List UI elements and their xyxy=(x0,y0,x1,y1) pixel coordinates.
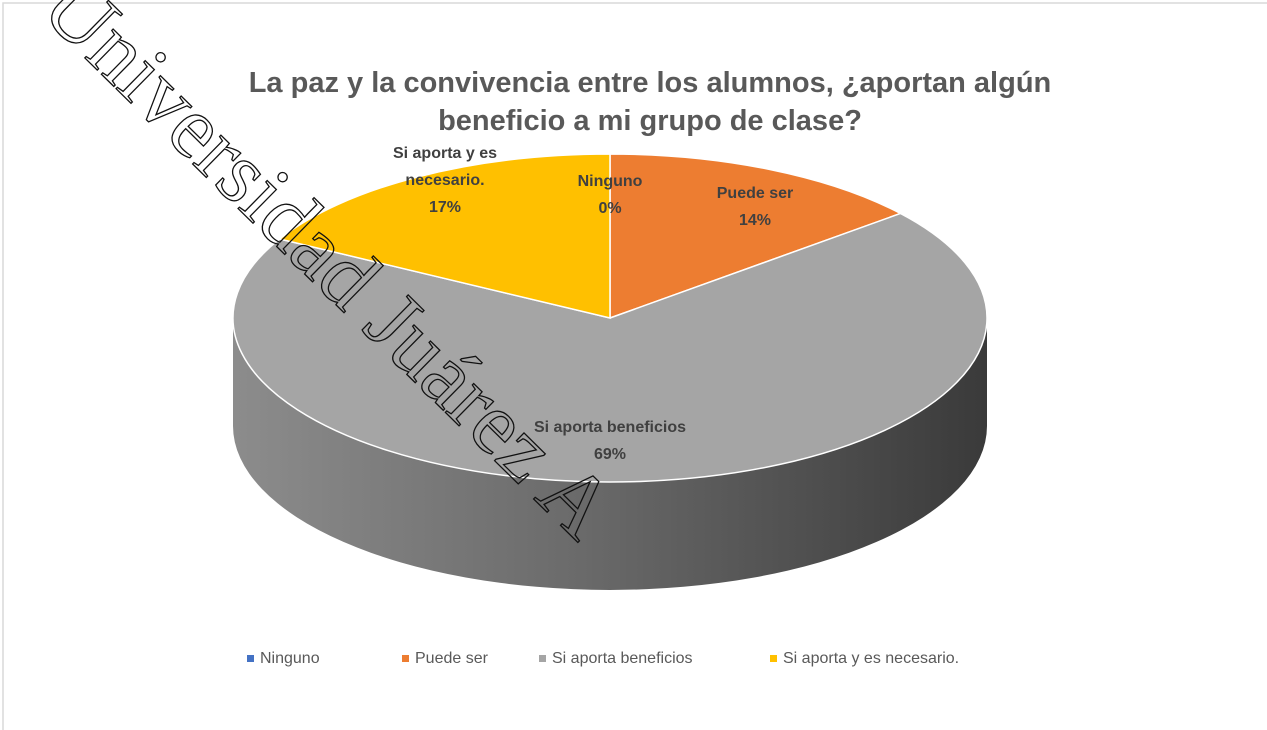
legend-item: Si aporta beneficios xyxy=(539,650,693,668)
legend-item: Si aporta y es necesario. xyxy=(770,650,959,668)
legend-label: Si aporta y es necesario. xyxy=(783,650,960,667)
legend-item: Ninguno xyxy=(247,650,320,668)
data-label-value: 17% xyxy=(428,199,462,216)
legend-label: Ninguno xyxy=(260,650,320,667)
legend-label: Si aporta beneficios xyxy=(552,650,693,667)
data-label: Puede ser 14% xyxy=(655,180,855,234)
data-label-value: 69% xyxy=(593,446,627,463)
data-label-value: 14% xyxy=(738,212,772,229)
slice-side xyxy=(233,318,987,590)
data-label-category: Ninguno xyxy=(577,173,643,190)
slice xyxy=(609,153,903,320)
data-label-category: Si aporta beneficios xyxy=(533,419,687,436)
data-label-category: Puede ser xyxy=(716,185,794,202)
slice xyxy=(232,212,988,483)
legend-item: Puede ser xyxy=(402,650,488,668)
data-label: Ninguno 0% xyxy=(510,168,710,222)
legend-swatch xyxy=(539,655,546,663)
slice xyxy=(277,153,611,319)
legend-label: Puede ser xyxy=(415,650,488,667)
chart-title: La paz y la convivencia entre los alumno… xyxy=(248,67,1052,137)
watermark: Universidad Juárez A xyxy=(24,0,632,557)
data-label-value: 0% xyxy=(598,200,622,217)
legend-swatch xyxy=(770,655,777,663)
legend-swatch xyxy=(402,655,409,663)
data-label: Si aporta y es necesario. 17% xyxy=(375,140,515,221)
data-label: Si aporta beneficios 69% xyxy=(480,414,740,468)
data-label-category: Si aporta y es necesario. xyxy=(392,145,498,189)
legend-swatch xyxy=(247,655,254,663)
